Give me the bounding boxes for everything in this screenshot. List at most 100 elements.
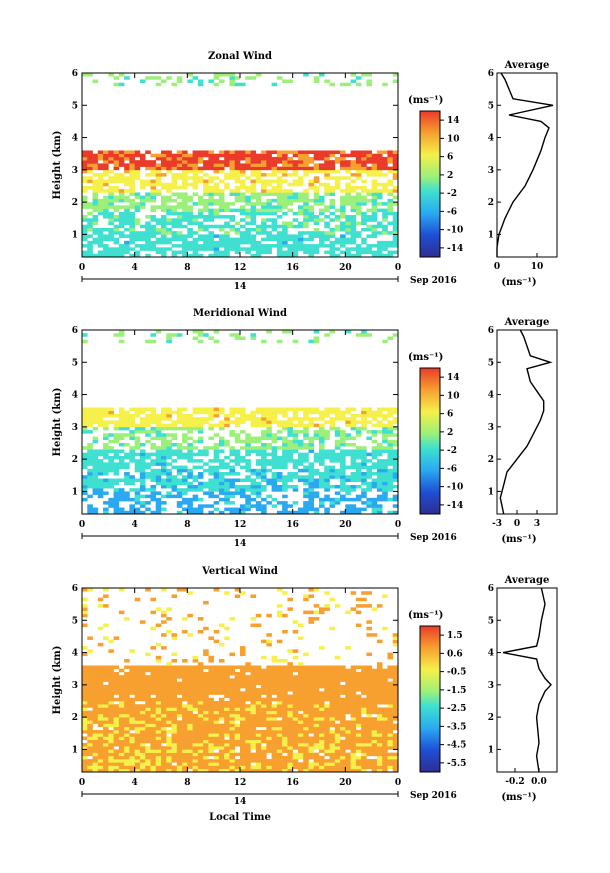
heatmap-cell <box>224 713 230 718</box>
heatmap-cell <box>97 153 104 158</box>
heatmap-cell <box>176 166 183 171</box>
heatmap-cell <box>319 742 325 747</box>
heatmap-cell <box>350 413 357 418</box>
heatmap-cell <box>92 205 99 209</box>
heatmap-cell <box>139 681 146 686</box>
heatmap-cell <box>292 752 299 757</box>
heatmap-cell <box>387 694 394 699</box>
heatmap-cell <box>224 472 230 476</box>
heatmap-cell <box>234 244 241 248</box>
heatmap-cell <box>297 736 304 741</box>
heatmap-cell <box>139 195 146 200</box>
heatmap-cell <box>340 202 346 206</box>
heatmap-cell <box>124 697 130 702</box>
heatmap-cell <box>187 413 193 418</box>
heatmap-cell <box>329 452 336 457</box>
heatmap-cell <box>355 82 362 87</box>
heatmap-cell <box>350 691 357 695</box>
heatmap-cell <box>271 163 278 167</box>
heatmap-cell <box>292 169 299 174</box>
heatmap-cell <box>245 688 251 692</box>
heatmap-cell <box>350 733 357 737</box>
heatmap-cell <box>234 150 241 155</box>
heatmap-cell <box>118 407 125 412</box>
heatmap-cell <box>218 227 225 232</box>
heatmap-cell <box>282 723 288 728</box>
heatmap-cell <box>313 169 320 174</box>
heatmap-cell <box>303 494 309 499</box>
heatmap-cell <box>376 244 383 248</box>
heatmap-cell <box>208 153 214 158</box>
heatmap-cell <box>297 224 304 229</box>
heatmap-cell <box>376 423 383 428</box>
heatmap-cell <box>340 484 346 489</box>
heatmap-cell <box>187 749 193 753</box>
heatmap-cell <box>261 668 267 673</box>
heatmap-cell <box>271 221 278 226</box>
heatmap-cell <box>129 488 135 492</box>
heatmap-cell <box>287 768 293 773</box>
heatmap-cell <box>182 704 188 708</box>
heatmap-cell <box>203 462 209 466</box>
heatmap-cell <box>324 176 330 180</box>
heatmap-cell <box>229 202 236 206</box>
heatmap-cell <box>113 176 120 180</box>
heatmap-cell <box>266 442 272 447</box>
heatmap-cell <box>261 153 267 158</box>
heatmap-cell <box>224 768 230 773</box>
heatmap-cell <box>224 675 230 679</box>
heatmap-cell <box>334 700 341 705</box>
heatmap-cell <box>229 472 236 476</box>
heatmap-cell <box>350 726 357 731</box>
heatmap-cell <box>376 449 383 453</box>
heatmap-cell <box>208 504 214 508</box>
heatmap-cell <box>171 681 178 686</box>
heatmap-cell <box>240 700 246 705</box>
heatmap-cell <box>282 488 288 492</box>
heatmap-cell <box>197 733 204 737</box>
heatmap-cell <box>213 588 220 592</box>
heatmap-cell <box>161 675 167 679</box>
heatmap-cell <box>271 417 278 421</box>
heatmap-cell <box>282 749 288 753</box>
heatmap-cell <box>92 678 99 682</box>
heatmap-cell <box>376 484 383 489</box>
heatmap-cell <box>139 484 146 489</box>
heatmap-cell <box>255 488 262 492</box>
heatmap-cell <box>161 173 167 177</box>
heatmap-cell <box>261 755 267 760</box>
heatmap-cell <box>355 426 362 431</box>
heatmap-cell <box>303 749 309 753</box>
heatmap-cell <box>271 185 278 190</box>
heatmap-cell <box>187 704 193 708</box>
heatmap-cell <box>324 484 330 489</box>
heatmap-cell <box>240 684 246 689</box>
heatmap-cell <box>308 250 315 255</box>
heatmap-cell <box>113 675 120 679</box>
heatmap-cell <box>276 707 283 711</box>
heatmap-cell <box>87 430 93 434</box>
heatmap-cell <box>245 221 251 226</box>
heatmap-cell <box>382 755 388 760</box>
heatmap-cell <box>261 182 267 187</box>
heatmap-cell <box>287 330 293 334</box>
heatmap-cell <box>171 726 178 731</box>
heatmap-cell <box>334 472 341 476</box>
heatmap-cell <box>334 156 341 161</box>
heatmap-cell <box>376 723 383 728</box>
heatmap-cell <box>176 153 183 158</box>
heatmap-cell <box>192 76 199 80</box>
heatmap-cell <box>261 700 267 705</box>
heatmap-cell <box>282 330 288 334</box>
heatmap-cell <box>292 620 299 624</box>
heatmap-cell <box>197 488 204 492</box>
heatmap-cell <box>276 749 283 753</box>
heatmap-cell <box>103 720 109 724</box>
heatmap-cell <box>297 726 304 731</box>
heatmap-cell <box>82 749 88 753</box>
heatmap-cell <box>350 472 357 476</box>
heatmap-cell <box>371 765 378 770</box>
heatmap-cell <box>108 730 114 734</box>
heatmap-cell <box>197 720 204 724</box>
heatmap-cell <box>224 173 230 177</box>
